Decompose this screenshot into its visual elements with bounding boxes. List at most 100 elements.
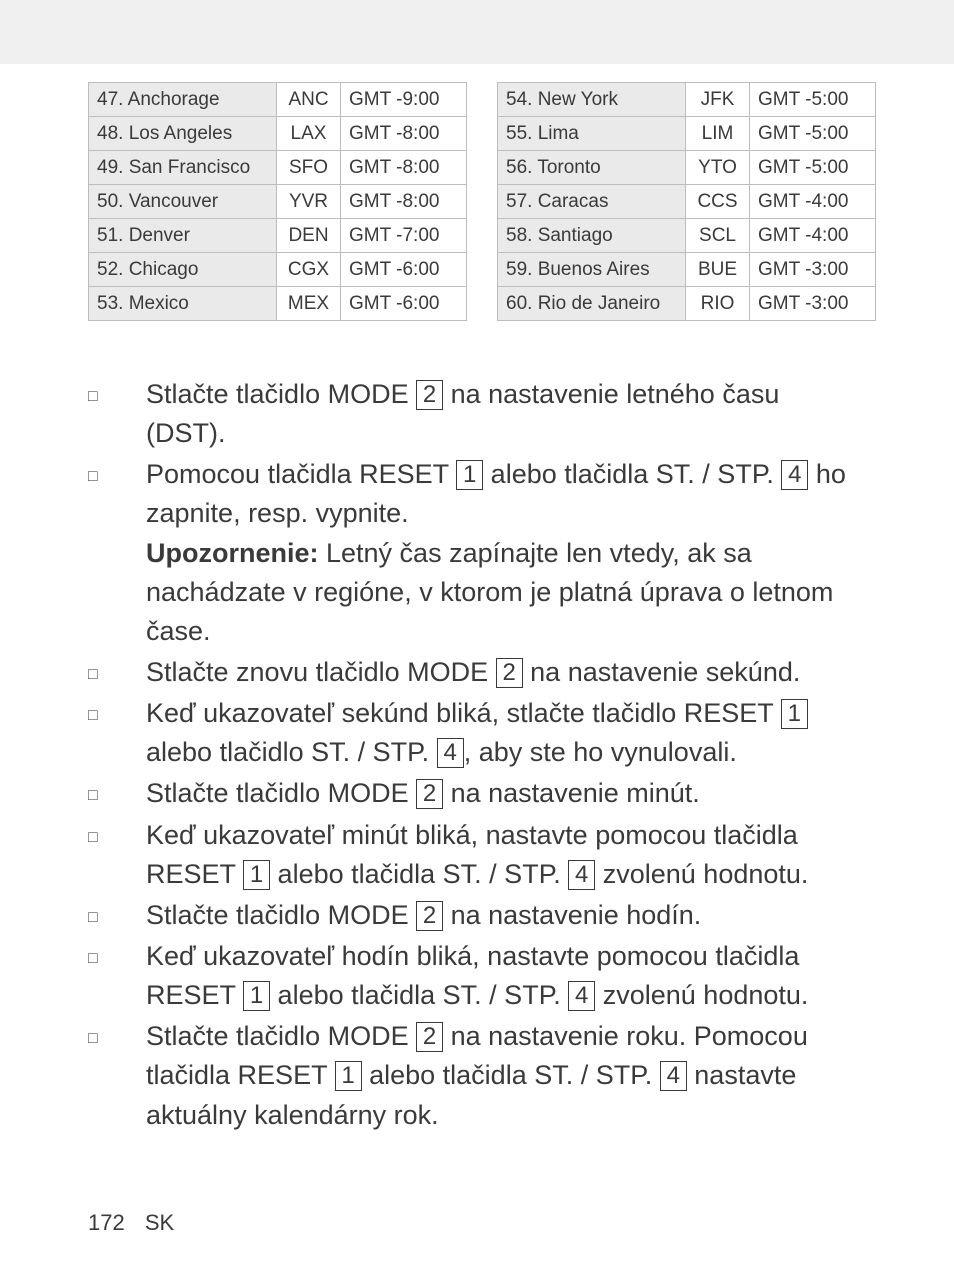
table-row: 49. San FranciscoSFOGMT -8:00 bbox=[89, 151, 467, 185]
gmt-cell: GMT -3:00 bbox=[750, 287, 876, 321]
city-cell: 55. Lima bbox=[498, 117, 686, 151]
bullet-icon: □ bbox=[88, 896, 146, 929]
list-item-note: Upozornenie: Letný čas zapínajte len vte… bbox=[146, 534, 866, 651]
code-cell: JFK bbox=[686, 83, 750, 117]
city-cell: 48. Los Angeles bbox=[89, 117, 277, 151]
table-row: 47. AnchorageANCGMT -9:00 bbox=[89, 83, 467, 117]
instruction-list: □Stlačte tlačidlo MODE 2 na nastavenie l… bbox=[88, 375, 866, 1135]
list-item-text: Keď ukazovateľ minút bliká, nastavte pom… bbox=[146, 816, 866, 894]
page-content: 47. AnchorageANCGMT -9:0048. Los Angeles… bbox=[0, 64, 954, 1135]
gmt-cell: GMT -9:00 bbox=[341, 83, 467, 117]
list-item-text: Stlačte tlačidlo MODE 2 na nastavenie ro… bbox=[146, 1017, 866, 1134]
gmt-cell: GMT -5:00 bbox=[750, 151, 876, 185]
key-indicator: 2 bbox=[416, 1022, 443, 1052]
city-cell: 51. Denver bbox=[89, 219, 277, 253]
city-cell: 57. Caracas bbox=[498, 185, 686, 219]
gmt-cell: GMT -6:00 bbox=[341, 287, 467, 321]
city-table-right-body: 54. New YorkJFKGMT -5:0055. LimaLIMGMT -… bbox=[498, 83, 876, 321]
gmt-cell: GMT -5:00 bbox=[750, 117, 876, 151]
key-indicator: 2 bbox=[416, 380, 443, 410]
gmt-cell: GMT -8:00 bbox=[341, 117, 467, 151]
bullet-icon: □ bbox=[88, 455, 146, 488]
code-cell: SFO bbox=[277, 151, 341, 185]
list-item: □Stlačte tlačidlo MODE 2 na nastavenie l… bbox=[88, 375, 866, 453]
code-cell: YTO bbox=[686, 151, 750, 185]
list-item-text: Keď ukazovateľ sekúnd bliká, stlačte tla… bbox=[146, 694, 866, 772]
gmt-cell: GMT -4:00 bbox=[750, 185, 876, 219]
city-cell: 53. Mexico bbox=[89, 287, 277, 321]
city-tables: 47. AnchorageANCGMT -9:0048. Los Angeles… bbox=[88, 82, 866, 321]
list-item: □Stlačte znovu tlačidlo MODE 2 na nastav… bbox=[88, 653, 866, 692]
key-indicator: 1 bbox=[335, 1061, 362, 1091]
key-indicator: 4 bbox=[781, 460, 808, 490]
gmt-cell: GMT -8:00 bbox=[341, 151, 467, 185]
table-row: 54. New YorkJFKGMT -5:00 bbox=[498, 83, 876, 117]
bullet-icon: □ bbox=[88, 1017, 146, 1050]
page-footer: 172 SK bbox=[88, 1210, 174, 1236]
city-cell: 52. Chicago bbox=[89, 253, 277, 287]
table-row: 55. LimaLIMGMT -5:00 bbox=[498, 117, 876, 151]
list-item: □Stlačte tlačidlo MODE 2 na nastavenie m… bbox=[88, 774, 866, 813]
city-cell: 49. San Francisco bbox=[89, 151, 277, 185]
table-row: 58. SantiagoSCLGMT -4:00 bbox=[498, 219, 876, 253]
city-table-right: 54. New YorkJFKGMT -5:0055. LimaLIMGMT -… bbox=[497, 82, 876, 321]
list-item-text: Stlačte znovu tlačidlo MODE 2 na nastave… bbox=[146, 653, 866, 692]
page-lang: SK bbox=[145, 1210, 174, 1235]
list-item-text: Keď ukazovateľ hodín bliká, nastavte pom… bbox=[146, 937, 866, 1015]
code-cell: YVR bbox=[277, 185, 341, 219]
city-cell: 58. Santiago bbox=[498, 219, 686, 253]
warning-label: Upozornenie: bbox=[146, 538, 319, 568]
list-item: □Keď ukazovateľ minút bliká, nastavte po… bbox=[88, 816, 866, 894]
code-cell: CGX bbox=[277, 253, 341, 287]
list-item-text: Pomocou tlačidla RESET 1 alebo tlačidla … bbox=[146, 455, 866, 651]
bullet-icon: □ bbox=[88, 774, 146, 807]
table-row: 52. ChicagoCGXGMT -6:00 bbox=[89, 253, 467, 287]
city-table-left-body: 47. AnchorageANCGMT -9:0048. Los Angeles… bbox=[89, 83, 467, 321]
gmt-cell: GMT -5:00 bbox=[750, 83, 876, 117]
list-item-text: Stlačte tlačidlo MODE 2 na nastavenie ho… bbox=[146, 896, 866, 935]
city-cell: 54. New York bbox=[498, 83, 686, 117]
bullet-icon: □ bbox=[88, 653, 146, 686]
table-row: 48. Los AngelesLAXGMT -8:00 bbox=[89, 117, 467, 151]
table-row: 50. VancouverYVRGMT -8:00 bbox=[89, 185, 467, 219]
key-indicator: 4 bbox=[660, 1061, 687, 1091]
list-item-text: Stlačte tlačidlo MODE 2 na nastavenie mi… bbox=[146, 774, 866, 813]
list-item: □Pomocou tlačidla RESET 1 alebo tlačidla… bbox=[88, 455, 866, 651]
code-cell: CCS bbox=[686, 185, 750, 219]
code-cell: DEN bbox=[277, 219, 341, 253]
bullet-icon: □ bbox=[88, 375, 146, 408]
key-indicator: 2 bbox=[416, 779, 443, 809]
gmt-cell: GMT -8:00 bbox=[341, 185, 467, 219]
list-item: □Keď ukazovateľ hodín bliká, nastavte po… bbox=[88, 937, 866, 1015]
table-row: 53. MexicoMEXGMT -6:00 bbox=[89, 287, 467, 321]
key-indicator: 2 bbox=[416, 901, 443, 931]
bullet-icon: □ bbox=[88, 694, 146, 727]
list-item: □Keď ukazovateľ sekúnd bliká, stlačte tl… bbox=[88, 694, 866, 772]
code-cell: SCL bbox=[686, 219, 750, 253]
table-row: 60. Rio de JaneiroRIOGMT -3:00 bbox=[498, 287, 876, 321]
table-row: 59. Buenos AiresBUEGMT -3:00 bbox=[498, 253, 876, 287]
key-indicator: 1 bbox=[243, 981, 270, 1011]
city-cell: 56. Toronto bbox=[498, 151, 686, 185]
table-row: 57. CaracasCCSGMT -4:00 bbox=[498, 185, 876, 219]
key-indicator: 1 bbox=[243, 860, 270, 890]
bullet-icon: □ bbox=[88, 937, 146, 970]
code-cell: LIM bbox=[686, 117, 750, 151]
key-indicator: 2 bbox=[496, 658, 523, 688]
list-item: □Stlačte tlačidlo MODE 2 na nastavenie r… bbox=[88, 1017, 866, 1134]
city-cell: 50. Vancouver bbox=[89, 185, 277, 219]
table-row: 51. DenverDENGMT -7:00 bbox=[89, 219, 467, 253]
city-cell: 60. Rio de Janeiro bbox=[498, 287, 686, 321]
gmt-cell: GMT -4:00 bbox=[750, 219, 876, 253]
header-bar bbox=[0, 0, 954, 64]
list-item-text: Stlačte tlačidlo MODE 2 na nastavenie le… bbox=[146, 375, 866, 453]
page-number: 172 bbox=[88, 1210, 125, 1235]
table-row: 56. TorontoYTOGMT -5:00 bbox=[498, 151, 876, 185]
gmt-cell: GMT -3:00 bbox=[750, 253, 876, 287]
code-cell: RIO bbox=[686, 287, 750, 321]
city-cell: 59. Buenos Aires bbox=[498, 253, 686, 287]
list-item: □Stlačte tlačidlo MODE 2 na nastavenie h… bbox=[88, 896, 866, 935]
city-cell: 47. Anchorage bbox=[89, 83, 277, 117]
key-indicator: 4 bbox=[568, 860, 595, 890]
code-cell: ANC bbox=[277, 83, 341, 117]
